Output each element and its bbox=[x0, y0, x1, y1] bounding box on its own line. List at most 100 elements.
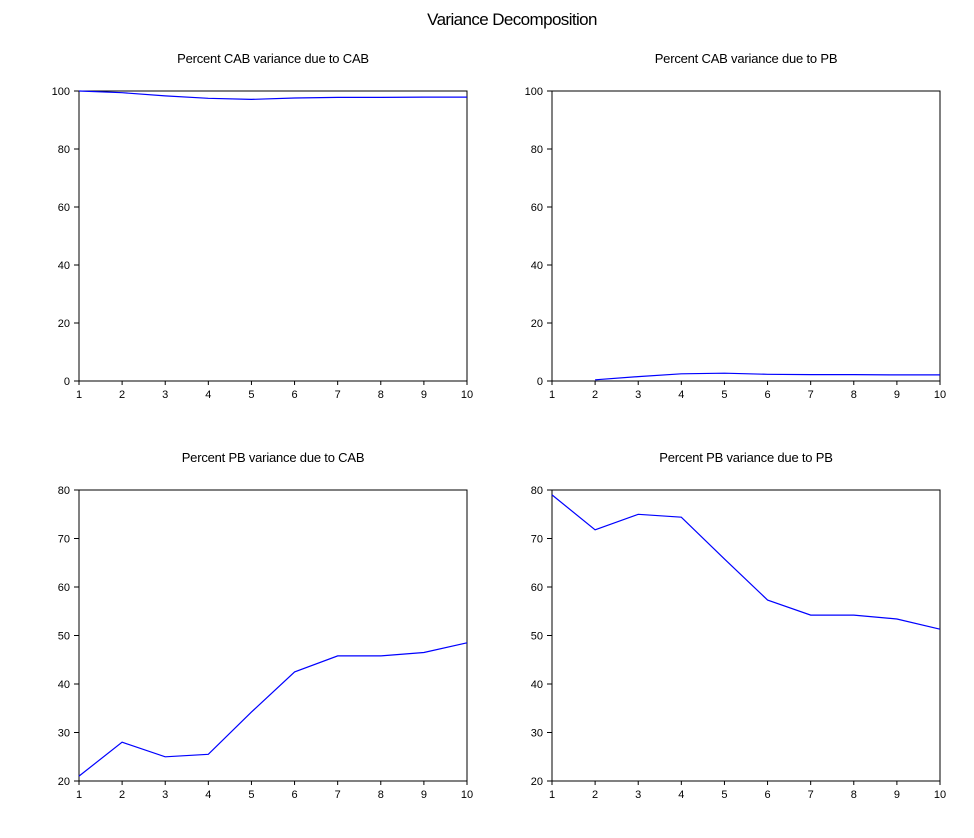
plot-frame bbox=[551, 489, 941, 782]
y-tick-label: 60 bbox=[58, 202, 70, 214]
y-tick-label: 40 bbox=[58, 260, 70, 272]
data-point bbox=[637, 513, 640, 516]
data-point bbox=[809, 614, 812, 617]
data-point bbox=[466, 96, 469, 99]
panel-cab-due-to-cab: Percent CAB variance due to CAB 0 20 40 60 80… bbox=[52, 51, 473, 401]
y-tick-label: 70 bbox=[531, 534, 543, 546]
x-tick-label: 8 bbox=[378, 789, 384, 801]
panel-title: Percent CAB variance due to PB bbox=[655, 51, 838, 66]
x-tick-label: 4 bbox=[205, 389, 211, 401]
x-tick-label: 6 bbox=[764, 789, 770, 801]
series-line bbox=[551, 494, 941, 630]
data-point bbox=[78, 90, 81, 93]
x-tick-label: 4 bbox=[678, 389, 684, 401]
plot-frame bbox=[551, 90, 941, 382]
x-tick-label: 2 bbox=[119, 389, 125, 401]
x-tick-label: 2 bbox=[119, 789, 125, 801]
x-tick-label: 3 bbox=[162, 389, 168, 401]
data-point bbox=[379, 654, 382, 657]
data-point bbox=[121, 91, 124, 94]
y-tick-label: 40 bbox=[58, 679, 70, 691]
x-tick-label: 8 bbox=[851, 389, 857, 401]
x-tick-label: 8 bbox=[851, 789, 857, 801]
x-tick-label: 10 bbox=[934, 389, 946, 401]
x-tick-label: 9 bbox=[894, 789, 900, 801]
y-tick-label: 100 bbox=[525, 86, 543, 98]
x-tick-label: 2 bbox=[592, 789, 598, 801]
plot-frame bbox=[78, 489, 468, 782]
x-tick-label: 7 bbox=[808, 389, 814, 401]
x-tick-label: 3 bbox=[162, 789, 168, 801]
y-tick-label: 20 bbox=[58, 776, 70, 788]
x-tick-label: 7 bbox=[335, 789, 341, 801]
x-tick-label: 3 bbox=[635, 789, 641, 801]
y-tick-label: 100 bbox=[52, 86, 70, 98]
x-tick-label: 5 bbox=[721, 389, 727, 401]
data-point bbox=[422, 651, 425, 654]
y-tick-label: 80 bbox=[58, 485, 70, 497]
data-point bbox=[164, 755, 167, 758]
data-point bbox=[594, 378, 597, 381]
data-point bbox=[939, 628, 942, 631]
series-line bbox=[595, 372, 940, 381]
data-point bbox=[551, 493, 554, 496]
data-point bbox=[78, 775, 81, 778]
data-point bbox=[723, 372, 726, 375]
data-point bbox=[680, 516, 683, 519]
data-point bbox=[250, 711, 253, 714]
panel-pb-due-to-pb: Percent PB variance due to PB 20 30 40 50 60 7… bbox=[531, 450, 946, 801]
y-tick-label: 0 bbox=[64, 376, 70, 388]
data-point bbox=[207, 753, 210, 756]
y-tick-label: 50 bbox=[58, 631, 70, 643]
data-point bbox=[207, 97, 210, 100]
data-point bbox=[766, 373, 769, 376]
y-tick-label: 40 bbox=[531, 679, 543, 691]
data-point bbox=[852, 373, 855, 376]
data-point bbox=[852, 614, 855, 617]
y-tick-label: 60 bbox=[58, 582, 70, 594]
y-tick-label: 80 bbox=[531, 144, 543, 156]
x-tick-label: 10 bbox=[461, 789, 473, 801]
data-point bbox=[723, 557, 726, 560]
x-tick-label: 7 bbox=[808, 789, 814, 801]
x-tick-label: 6 bbox=[764, 389, 770, 401]
y-tick-label: 40 bbox=[531, 260, 543, 272]
x-tick-label: 2 bbox=[592, 389, 598, 401]
x-tick-label: 4 bbox=[205, 789, 211, 801]
x-tick-label: 9 bbox=[421, 389, 427, 401]
x-tick-label: 8 bbox=[378, 389, 384, 401]
data-point bbox=[594, 528, 597, 531]
data-point bbox=[293, 670, 296, 673]
series-line bbox=[78, 90, 467, 101]
x-tick-label: 7 bbox=[335, 389, 341, 401]
panel-title: Percent PB variance due to CAB bbox=[182, 450, 365, 465]
data-point bbox=[121, 741, 124, 744]
x-tick-label: 10 bbox=[461, 389, 473, 401]
y-tick-label: 20 bbox=[58, 318, 70, 330]
x-tick-label: 9 bbox=[894, 389, 900, 401]
data-point bbox=[637, 375, 640, 378]
y-tick-label: 80 bbox=[531, 485, 543, 497]
x-tick-label: 1 bbox=[76, 389, 82, 401]
plot-frame bbox=[78, 90, 468, 382]
y-tick-label: 30 bbox=[58, 728, 70, 740]
data-point bbox=[895, 618, 898, 621]
x-tick-label: 1 bbox=[549, 789, 555, 801]
y-tick-label: 80 bbox=[58, 144, 70, 156]
data-point bbox=[766, 599, 769, 602]
y-tick-label: 50 bbox=[531, 631, 543, 643]
x-tick-label: 1 bbox=[76, 789, 82, 801]
x-tick-label: 5 bbox=[248, 789, 254, 801]
x-tick-label: 6 bbox=[291, 789, 297, 801]
data-point bbox=[379, 96, 382, 99]
x-tick-label: 10 bbox=[934, 789, 946, 801]
panel-pb-due-to-cab: Percent PB variance due to CAB 20 30 40 50 60… bbox=[58, 450, 473, 801]
y-tick-label: 60 bbox=[531, 202, 543, 214]
y-tick-label: 20 bbox=[531, 318, 543, 330]
x-tick-label: 9 bbox=[421, 789, 427, 801]
y-tick-label: 70 bbox=[58, 534, 70, 546]
panel-title: Percent PB variance due to PB bbox=[659, 450, 832, 465]
data-point bbox=[680, 372, 683, 375]
x-tick-label: 4 bbox=[678, 789, 684, 801]
